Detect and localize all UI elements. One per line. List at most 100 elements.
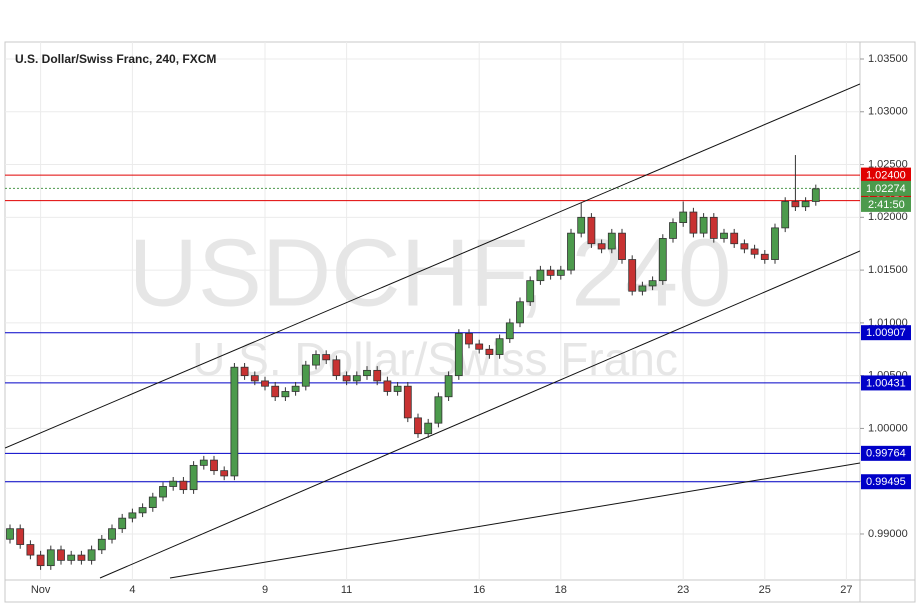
- candle-body: [607, 232, 616, 250]
- candle-body: [230, 366, 239, 477]
- candle-body: [199, 459, 208, 466]
- candle-body: [6, 528, 14, 540]
- candle-body: [444, 375, 453, 398]
- candle-body: [577, 216, 586, 234]
- x-tick-label: Nov: [31, 584, 51, 596]
- candle-body: [87, 549, 96, 561]
- candle-body: [240, 366, 249, 377]
- candle-body: [97, 538, 106, 551]
- candle-body: [516, 301, 524, 324]
- candle-body: [781, 201, 790, 229]
- candle-body: [556, 269, 565, 276]
- countdown-box: [861, 196, 911, 212]
- level-label: 0.99495: [866, 476, 906, 488]
- candle-body: [597, 243, 606, 250]
- watermark: USDCHF, 240: [129, 219, 732, 326]
- candle-body: [546, 269, 555, 276]
- candle-body: [648, 280, 657, 287]
- candle-body: [67, 554, 76, 561]
- y-tick-label: 1.01500: [868, 264, 908, 276]
- level-label-box: [861, 445, 911, 461]
- candle-body: [771, 227, 779, 260]
- candle-body: [495, 338, 504, 355]
- candle-body: [46, 549, 55, 567]
- level-label: 1.00907: [866, 327, 906, 339]
- candle-body: [118, 517, 127, 530]
- candle-body: [740, 243, 749, 250]
- level-label-box: [861, 474, 911, 490]
- candle-body: [210, 459, 218, 472]
- y-tick-label: 1.03000: [868, 106, 908, 118]
- candle-body: [159, 486, 167, 498]
- candle-body: [475, 343, 484, 350]
- candle-body: [179, 480, 188, 491]
- x-tick-label: 16: [473, 584, 485, 596]
- candle-body: [454, 333, 463, 377]
- candle-body: [638, 285, 647, 292]
- candle-body: [465, 333, 473, 345]
- y-tick-label: 1.00000: [868, 422, 908, 434]
- candle-body: [291, 385, 300, 392]
- candle-body: [699, 216, 708, 234]
- candle-body: [669, 222, 677, 239]
- level-label: 1.02274: [866, 183, 906, 195]
- candle-body: [791, 201, 800, 208]
- candle-body: [383, 380, 392, 392]
- level-label-box: [861, 180, 911, 196]
- candle-body: [57, 549, 65, 561]
- y-tick-label: 1.02500: [868, 158, 908, 170]
- candle-body: [250, 375, 259, 382]
- x-tick-label: 27: [840, 584, 852, 596]
- candle-body: [567, 232, 575, 271]
- candle-body: [760, 253, 769, 260]
- grid: [5, 42, 860, 580]
- candle-body: [148, 496, 157, 508]
- candle-body: [403, 385, 412, 419]
- y-tick-label: 0.99000: [868, 528, 908, 540]
- level-label-box: [861, 325, 911, 341]
- chart-frame: [4, 41, 916, 603]
- candle-body: [730, 232, 739, 245]
- countdown: 2:41:50: [868, 199, 905, 211]
- candle-body: [750, 248, 759, 255]
- x-tick-label: 18: [555, 584, 567, 596]
- candle-body: [536, 269, 545, 282]
- channel-upper: [5, 83, 860, 449]
- candle-body: [434, 396, 443, 424]
- candle-body: [261, 380, 269, 387]
- candle-body: [424, 422, 433, 435]
- candle-body: [138, 507, 147, 514]
- trend-lines: [5, 83, 860, 579]
- candle-body: [352, 375, 361, 382]
- candle-body: [189, 464, 198, 491]
- candles: [6, 155, 820, 570]
- x-tick-label: 4: [129, 584, 135, 596]
- candle-body: [312, 354, 320, 366]
- y-tick-label: 1.02000: [868, 211, 908, 223]
- candle-body: [128, 512, 137, 519]
- candle-body: [77, 554, 86, 561]
- candle-body: [526, 280, 535, 303]
- watermark-subtitle: U.S. Dollar/Swiss Franc: [192, 333, 678, 385]
- candle-body: [801, 201, 810, 208]
- candle-body: [689, 211, 698, 234]
- candle-body: [679, 211, 688, 223]
- x-tick-label: 9: [262, 584, 268, 596]
- level-label: 1.02400: [866, 170, 906, 182]
- level-label-box: [861, 167, 911, 183]
- candle-body: [169, 480, 178, 487]
- levels: [5, 174, 860, 483]
- candle-body: [342, 375, 351, 382]
- level-label-box: [861, 375, 911, 391]
- candle-body: [485, 348, 494, 355]
- candle-body: [628, 259, 637, 292]
- candle-body: [720, 232, 728, 239]
- candle-body: [373, 369, 382, 382]
- axes: 0.990000.995001.000001.005001.010001.015…: [31, 53, 911, 596]
- candle-body: [709, 216, 718, 239]
- level-label: 1.00431: [866, 377, 906, 389]
- y-tick-label: 1.03500: [868, 53, 908, 65]
- candle-body: [26, 544, 35, 556]
- x-tick-label: 25: [759, 584, 771, 596]
